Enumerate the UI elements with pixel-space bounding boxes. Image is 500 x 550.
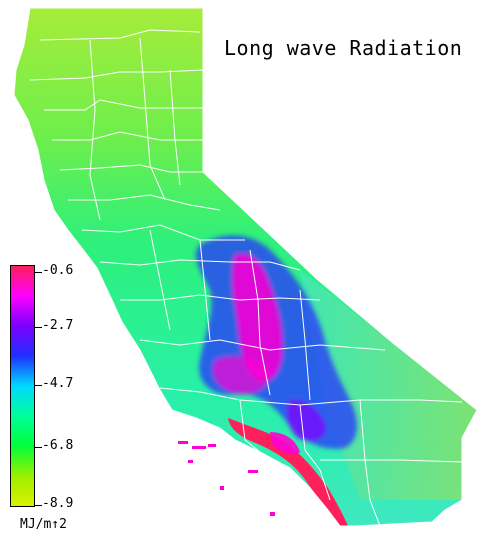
legend-tick-label: -6.8 [42,438,74,453]
channel-islands [178,441,275,516]
sierra-nevada-low [195,235,357,449]
legend-tick-label: -4.7 [42,376,74,391]
legend-units: MJ/m↑2 [20,517,67,532]
southern-coast-red [228,418,348,526]
legend-tick-mark [35,272,42,273]
legend-colorbar [10,265,35,507]
legend-tick-label: -0.6 [42,263,74,278]
legend-tick-mark [35,385,42,386]
legend-tick-mark [35,505,42,506]
map-title: Long wave Radiation [224,36,463,60]
county-boundaries [13,7,478,527]
legend-tick-label: -2.7 [42,318,74,333]
legend-tick-mark [35,327,42,328]
legend-tick-label: -8.9 [42,496,74,511]
legend-tick-mark [35,447,42,448]
